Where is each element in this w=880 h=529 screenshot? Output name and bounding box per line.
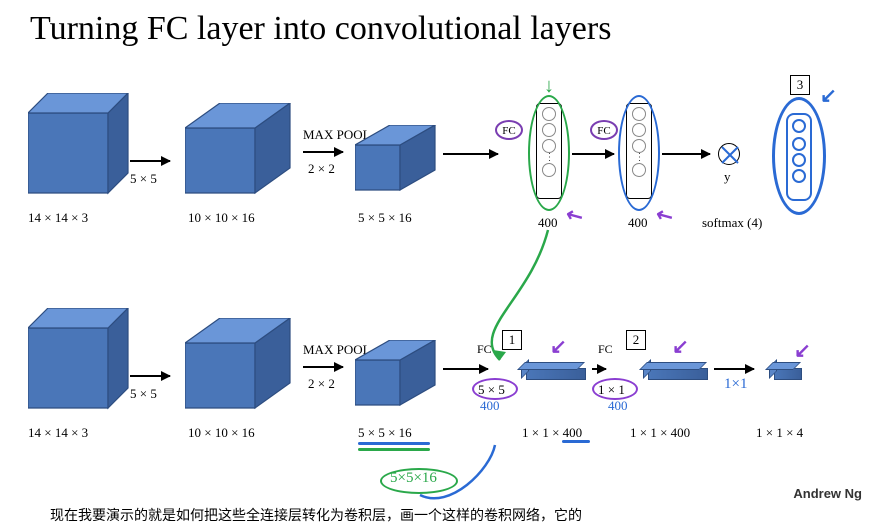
arrow	[443, 368, 488, 370]
footnote-text: 现在我要演示的就是如何把这些全连接层转化为卷积层，画一个这样的卷积网络，它的	[50, 505, 582, 525]
fc-label: FC	[477, 342, 492, 357]
conv-bar-4	[774, 368, 802, 380]
row-fc: 14 × 14 × 3 5 × 5 10 × 10 × 16 MAX POOL …	[0, 75, 880, 255]
attribution: Andrew Ng	[793, 486, 862, 501]
page-title: Turning FC layer into convolutional laye…	[30, 10, 611, 48]
arrow	[303, 151, 343, 153]
hand-arrow-purple: ↙	[550, 334, 567, 359]
fc-label: FC	[590, 120, 618, 140]
hand-5516: 5×5×16	[390, 470, 437, 487]
cube-5x5x16	[355, 125, 440, 200]
hand-400: 400	[480, 398, 500, 414]
dim-label: 1 × 1 × 400	[630, 425, 690, 441]
hand-box-blue	[786, 113, 812, 201]
arrow	[572, 153, 614, 155]
arrow	[130, 375, 170, 377]
cube-14x14x3	[28, 93, 138, 208]
cube-5x5x16	[355, 340, 440, 415]
hand-underline-green	[358, 448, 430, 451]
arrow	[662, 153, 710, 155]
dim-label: 5 × 5 × 16	[358, 425, 412, 441]
op-label: 5 × 5	[130, 171, 157, 187]
fc-count: 400	[628, 215, 648, 231]
hand-underline-blue	[358, 442, 430, 445]
step-box-3: 3	[790, 75, 810, 95]
op-label: 2 × 2	[308, 376, 335, 392]
hand-arrow-blue: ↙	[820, 83, 837, 108]
arrow	[130, 160, 170, 162]
arrow	[443, 153, 498, 155]
op-label: 5 × 5	[130, 386, 157, 402]
dim-label: 14 × 14 × 3	[28, 425, 88, 441]
hand-arrow-green: ↓	[544, 75, 554, 98]
dim-label: 1 × 1 × 4	[756, 425, 803, 441]
y-label: y	[724, 169, 731, 185]
step-box-1: 1	[502, 330, 522, 350]
hand-circle-purple	[592, 378, 638, 400]
arrow	[592, 368, 606, 370]
arrow	[303, 366, 343, 368]
hand-1x1: 1×1	[724, 376, 747, 393]
hand-underline-blue	[562, 440, 590, 443]
cube-10x10x16	[185, 318, 295, 418]
hand-arrow-purple: ↙	[794, 338, 811, 363]
cube-14x14x3	[28, 308, 138, 423]
softmax-node	[718, 143, 740, 165]
hand-arrow-purple: ↖	[561, 200, 588, 230]
step-box-2: 2	[626, 330, 646, 350]
hand-circle-blue	[618, 95, 660, 211]
conv-bar-400	[526, 368, 586, 380]
hand-400: 400	[608, 398, 628, 414]
hand-arrow-purple: ↙	[672, 334, 689, 359]
hand-circle-purple	[472, 378, 518, 400]
dim-label: 5 × 5 × 16	[358, 210, 412, 226]
dim-label: 14 × 14 × 3	[28, 210, 88, 226]
hand-arrow-purple: ↖	[651, 200, 678, 230]
arrow	[714, 368, 754, 370]
fc-label: FC	[598, 342, 613, 357]
row-conv: 14 × 14 × 3 5 × 5 10 × 10 × 16 MAX POOL …	[0, 290, 880, 470]
cube-10x10x16	[185, 103, 295, 203]
softmax-label: softmax (4)	[702, 215, 762, 231]
fc-label: FC	[495, 120, 523, 140]
op-label: 2 × 2	[308, 161, 335, 177]
dim-label: 10 × 10 × 16	[188, 425, 255, 441]
conv-bar-400	[648, 368, 708, 380]
dim-label: 10 × 10 × 16	[188, 210, 255, 226]
hand-circle-green	[528, 95, 570, 211]
fc-count: 400	[538, 215, 558, 231]
dim-label: 1 × 1 × 400	[522, 425, 582, 441]
